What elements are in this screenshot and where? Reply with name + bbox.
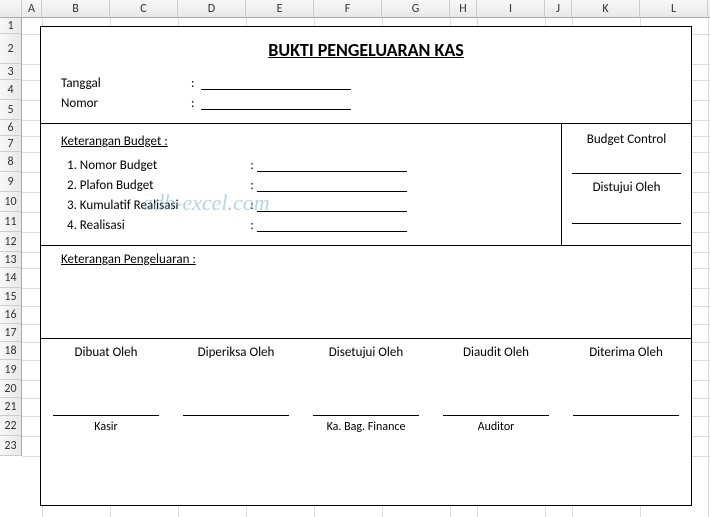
row-header[interactable]: 18 (0, 342, 21, 360)
signature-role-bottom: Auditor (435, 420, 557, 436)
column-header[interactable]: H (450, 0, 477, 17)
row-header[interactable]: 19 (0, 360, 21, 380)
column-header[interactable]: F (314, 0, 382, 17)
row-header[interactable]: 22 (0, 416, 21, 436)
row-header[interactable]: 7 (0, 136, 21, 152)
signature-role-top: Diperiksa Oleh (175, 345, 297, 363)
signature-role-bottom: Ka. Bag. Finance (305, 420, 427, 436)
row-headers: 1234567891011121314151617181920212223 (0, 18, 22, 456)
row-header[interactable]: 8 (0, 152, 21, 172)
form-container: BUKTI PENGELUARAN KAS Tanggal : Nomor : … (40, 26, 692, 506)
select-all-corner[interactable] (0, 0, 22, 17)
budget-approved-label: Distujui Oleh (568, 180, 685, 195)
budget-item-label: 3. Kumulatif Realisasi (67, 198, 247, 213)
tanggal-field-line (201, 76, 351, 90)
budget-item-label: 1. Nomor Budget (67, 158, 247, 173)
tanggal-label: Tanggal (61, 76, 191, 91)
row-header[interactable]: 1 (0, 18, 21, 34)
row-header[interactable]: 11 (0, 212, 21, 232)
row-header[interactable]: 9 (0, 172, 21, 192)
budget-item-line (257, 158, 407, 172)
row-header[interactable]: 14 (0, 268, 21, 288)
budget-row: 2. Plafon Budget: (61, 175, 541, 195)
signature-role-top: Dibuat Oleh (45, 345, 167, 363)
form-title: BUKTI PENGELUARAN KAS (41, 27, 691, 69)
budget-item-line (257, 218, 407, 232)
signature-role-bottom (565, 420, 687, 436)
colon: : (247, 178, 257, 193)
row-header[interactable]: 6 (0, 120, 21, 136)
row-header[interactable]: 20 (0, 380, 21, 398)
colon: : (191, 96, 201, 111)
budget-control-line (572, 173, 681, 174)
signature-column: Dibuat Oleh Kasir (41, 339, 171, 436)
signature-line (573, 415, 679, 416)
column-header[interactable]: D (178, 0, 246, 17)
nomor-label: Nomor (61, 96, 191, 111)
colon: : (191, 76, 201, 91)
budget-control-box: Budget Control Distujui Oleh (561, 124, 691, 245)
column-header[interactable]: B (42, 0, 110, 17)
column-header[interactable]: I (477, 0, 545, 17)
column-header[interactable]: A (22, 0, 42, 17)
row-header[interactable]: 10 (0, 192, 21, 212)
signature-section: Dibuat OlehKasirDiperiksa OlehDisetujui … (41, 339, 691, 436)
row-header[interactable]: 23 (0, 436, 21, 456)
row-header[interactable]: 5 (0, 100, 21, 120)
budget-item-line (257, 178, 407, 192)
signature-line (53, 415, 159, 416)
budget-row: 1. Nomor Budget: (61, 155, 541, 175)
row-header[interactable]: 16 (0, 306, 21, 324)
nomor-field-line (201, 96, 351, 110)
meta-section: Tanggal : Nomor : (41, 69, 691, 123)
keterangan-section: Keterangan Pengeluaran : (41, 246, 691, 338)
signature-role-top: Diterima Oleh (565, 345, 687, 363)
budget-item-line (257, 198, 407, 212)
signature-role-bottom (175, 420, 297, 436)
row-header[interactable]: 12 (0, 232, 21, 252)
column-headers: ABCDEFGHIJKL (0, 0, 710, 18)
colon: : (247, 218, 257, 233)
budget-section: Keterangan Budget : 1. Nomor Budget:2. P… (41, 124, 691, 245)
signature-column: Diperiksa Oleh (171, 339, 301, 436)
signature-line (443, 415, 549, 416)
budget-approved-sign-line (572, 223, 681, 224)
column-header[interactable]: E (246, 0, 314, 17)
colon: : (247, 158, 257, 173)
budget-row: 3. Kumulatif Realisasi: (61, 195, 541, 215)
colon: : (247, 198, 257, 213)
column-header[interactable]: G (382, 0, 450, 17)
budget-control-title: Budget Control (568, 132, 685, 147)
column-header[interactable]: C (110, 0, 178, 17)
row-header[interactable]: 17 (0, 324, 21, 342)
signature-line (183, 415, 289, 416)
row-header[interactable]: 2 (0, 34, 21, 64)
signature-role-bottom: Kasir (45, 420, 167, 436)
signature-role-top: Disetujui Oleh (305, 345, 427, 363)
column-header[interactable]: J (545, 0, 572, 17)
signature-role-top: Diaudit Oleh (435, 345, 557, 363)
budget-item-label: 4. Realisasi (67, 218, 247, 233)
keterangan-title: Keterangan Pengeluaran : (61, 252, 671, 267)
row-header[interactable]: 3 (0, 64, 21, 80)
signature-column: Diaudit Oleh Auditor (431, 339, 561, 436)
row-header[interactable]: 21 (0, 398, 21, 416)
budget-section-title: Keterangan Budget : (61, 134, 541, 149)
row-header[interactable]: 13 (0, 252, 21, 268)
budget-row: 4. Realisasi: (61, 215, 541, 235)
column-header[interactable]: K (572, 0, 640, 17)
worksheet-area[interactable]: BUKTI PENGELUARAN KAS Tanggal : Nomor : … (22, 18, 710, 517)
signature-column: Diterima Oleh (561, 339, 691, 436)
row-header[interactable]: 15 (0, 288, 21, 306)
budget-item-label: 2. Plafon Budget (67, 178, 247, 193)
column-header[interactable]: L (640, 0, 708, 17)
signature-line (313, 415, 419, 416)
row-header[interactable]: 4 (0, 80, 21, 100)
signature-column: Disetujui Oleh Ka. Bag. Finance (301, 339, 431, 436)
